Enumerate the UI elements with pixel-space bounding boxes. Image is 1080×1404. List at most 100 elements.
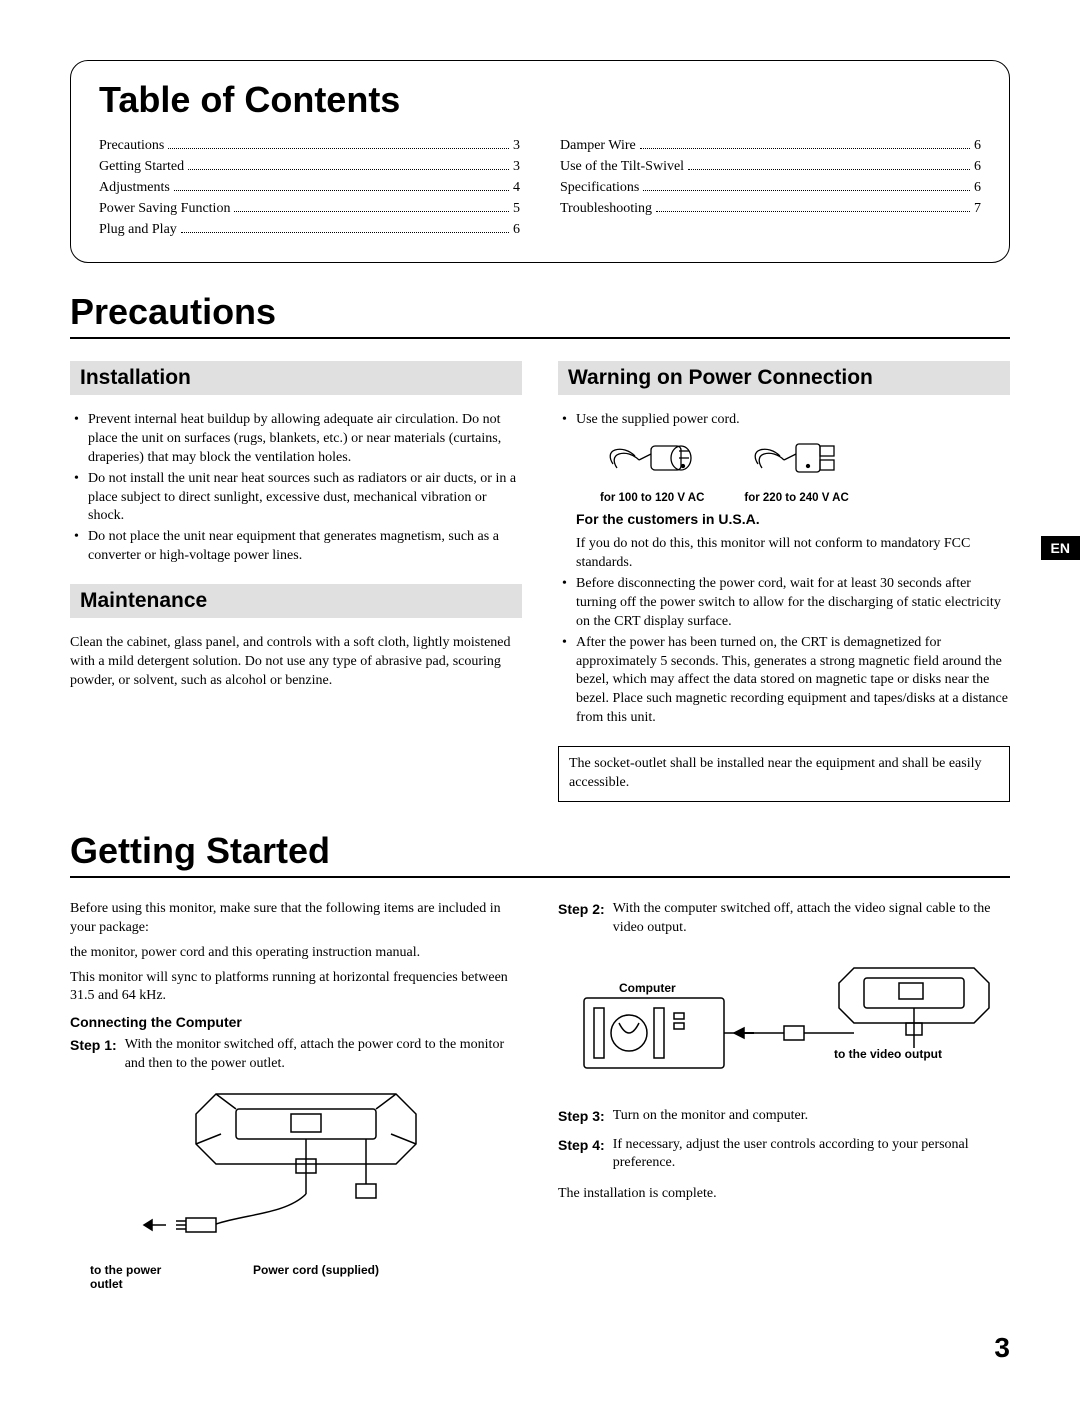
step-4-label: Step 4: [558, 1136, 605, 1174]
table-of-contents: Table of Contents Precautions 3Getting S… [70, 60, 1010, 263]
language-tab: EN [1041, 536, 1080, 560]
toc-page: 3 [513, 135, 520, 156]
step-2-label: Step 2: [558, 900, 605, 938]
toc-dots [174, 190, 509, 191]
toc-dots [640, 148, 970, 149]
toc-page: 7 [974, 198, 981, 219]
toc-label: Damper Wire [560, 135, 636, 156]
warning-item-2: Before disconnecting the power cord, wai… [558, 575, 1010, 632]
warning-item-3: After the power has been turned on, the … [558, 634, 1010, 728]
toc-label: Adjustments [99, 177, 170, 198]
plug-eu-block: for 220 to 240 V AC [744, 436, 848, 506]
toc-label: Precautions [99, 135, 164, 156]
installation-list: Prevent internal heat buildup by allowin… [70, 411, 522, 566]
connecting-heading: Connecting the Computer [70, 1014, 522, 1030]
toc-dots [234, 211, 509, 212]
fig1-right-label: Power cord (supplied) [170, 1263, 462, 1291]
gs-right-col: Step 2: With the computer switched off, … [558, 900, 1010, 1297]
warning-item-1-text: Use the supplied power cord. [576, 412, 740, 427]
gs-intro-2: the monitor, power cord and this operati… [70, 944, 522, 963]
plug-us-icon [607, 436, 697, 482]
toc-page: 6 [974, 156, 981, 177]
plug-us-block: for 100 to 120 V AC [600, 436, 704, 506]
toc-columns: Precautions 3Getting Started 3Adjustment… [99, 135, 981, 240]
step-3-label: Step 3: [558, 1107, 605, 1126]
getting-started-columns: Before using this monitor, make sure tha… [70, 900, 1010, 1297]
gs-intro-1: Before using this monitor, make sure tha… [70, 900, 522, 938]
toc-dots [656, 211, 970, 212]
step-3-text: Turn on the monitor and computer. [613, 1107, 1010, 1126]
maintenance-heading: Maintenance [70, 584, 522, 618]
toc-page: 6 [974, 135, 981, 156]
toc-row: Precautions 3 [99, 135, 520, 156]
toc-dots [643, 190, 970, 191]
fig2-computer-label: Computer [619, 981, 676, 995]
monitor-power-diagram [136, 1084, 456, 1254]
installation-item: Prevent internal heat buildup by allowin… [70, 411, 522, 468]
step-1: Step 1: With the monitor switched off, a… [70, 1036, 522, 1074]
step-2: Step 2: With the computer switched off, … [558, 900, 1010, 938]
toc-right-column: Damper Wire 6Use of the Tilt-Swivel 6Spe… [560, 135, 981, 240]
page-number: 3 [994, 1332, 1010, 1364]
toc-title: Table of Contents [99, 79, 981, 121]
fig1-left-label: to the power outlet [90, 1263, 170, 1291]
fig2-video-label: to the video output [834, 1047, 942, 1061]
step-1-text: With the monitor switched off, attach th… [125, 1036, 522, 1074]
toc-label: Specifications [560, 177, 639, 198]
toc-dots [181, 232, 509, 233]
toc-row: Damper Wire 6 [560, 135, 981, 156]
precautions-right-col: Warning on Power Connection Use the supp… [558, 361, 1010, 802]
toc-dots [188, 169, 509, 170]
plug-eu-icon [752, 436, 842, 482]
step-2-text: With the computer switched off, attach t… [613, 900, 1010, 938]
toc-row: Power Saving Function 5 [99, 198, 520, 219]
toc-label: Power Saving Function [99, 198, 230, 219]
usa-heading: For the customers in U.S.A. [576, 510, 1010, 529]
socket-note: The socket-outlet shall be installed nea… [558, 746, 1010, 802]
installation-item: Do not install the unit near heat source… [70, 470, 522, 527]
toc-page: 6 [974, 177, 981, 198]
toc-page: 4 [513, 177, 520, 198]
installation-heading: Installation [70, 361, 522, 395]
figure-step-2: Computer to the video output [558, 948, 1010, 1093]
toc-page: 6 [513, 219, 520, 240]
toc-label: Plug and Play [99, 219, 177, 240]
toc-label: Getting Started [99, 156, 184, 177]
warning-heading: Warning on Power Connection [558, 361, 1010, 395]
maintenance-text: Clean the cabinet, glass panel, and cont… [70, 634, 522, 691]
toc-label: Use of the Tilt-Swivel [560, 156, 684, 177]
step-1-label: Step 1: [70, 1036, 117, 1074]
gs-intro-3: This monitor will sync to platforms runn… [70, 969, 522, 1007]
step-4-text: If necessary, adjust the user controls a… [613, 1136, 1010, 1174]
toc-dots [168, 148, 509, 149]
toc-row: Troubleshooting 7 [560, 198, 981, 219]
toc-row: Use of the Tilt-Swivel 6 [560, 156, 981, 177]
toc-left-column: Precautions 3Getting Started 3Adjustment… [99, 135, 520, 240]
toc-row: Adjustments 4 [99, 177, 520, 198]
warning-item-1: Use the supplied power cord. [558, 411, 1010, 573]
warning-list: Use the supplied power cord. [558, 411, 1010, 728]
installation-item: Do not place the unit near equipment tha… [70, 528, 522, 566]
plug-eu-caption: for 220 to 240 V AC [744, 491, 848, 507]
toc-dots [688, 169, 970, 170]
usa-text: If you do not do this, this monitor will… [576, 536, 970, 570]
gs-outro: The installation is complete. [558, 1185, 1010, 1204]
getting-started-title: Getting Started [70, 830, 1010, 878]
precautions-title: Precautions [70, 291, 1010, 339]
usa-block: For the customers in U.S.A. If you do no… [576, 510, 1010, 573]
figure-step-1: to the power outlet Power cord (supplied… [70, 1084, 522, 1291]
precautions-left-col: Installation Prevent internal heat build… [70, 361, 522, 802]
toc-page: 3 [513, 156, 520, 177]
toc-row: Getting Started 3 [99, 156, 520, 177]
toc-label: Troubleshooting [560, 198, 652, 219]
plug-us-caption: for 100 to 120 V AC [600, 491, 704, 507]
computer-video-diagram: Computer to the video output [574, 948, 994, 1088]
plug-figures: for 100 to 120 V AC [600, 436, 1010, 506]
toc-page: 5 [513, 198, 520, 219]
toc-row: Plug and Play 6 [99, 219, 520, 240]
gs-left-col: Before using this monitor, make sure tha… [70, 900, 522, 1297]
step-4: Step 4: If necessary, adjust the user co… [558, 1136, 1010, 1174]
precautions-columns: Installation Prevent internal heat build… [70, 361, 1010, 802]
toc-row: Specifications 6 [560, 177, 981, 198]
step-3: Step 3: Turn on the monitor and computer… [558, 1107, 1010, 1126]
